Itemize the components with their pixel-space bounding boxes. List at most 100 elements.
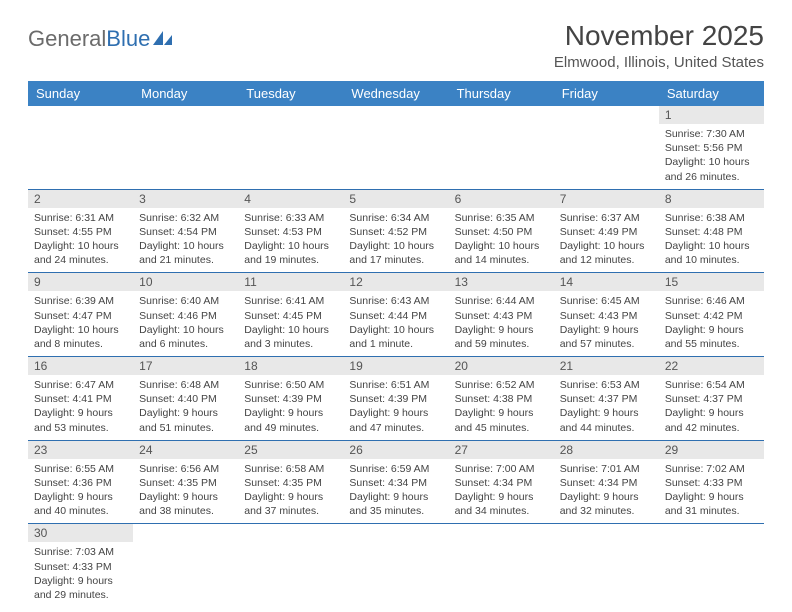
daylight-text: Daylight: 9 hours and 53 minutes. <box>34 406 127 434</box>
sunset-text: Sunset: 4:55 PM <box>34 225 127 239</box>
sunrise-text: Sunrise: 6:38 AM <box>665 211 758 225</box>
day-cell: Sunrise: 6:32 AMSunset: 4:54 PMDaylight:… <box>133 208 238 273</box>
sunset-text: Sunset: 4:50 PM <box>455 225 548 239</box>
sunrise-text: Sunrise: 6:43 AM <box>349 294 442 308</box>
day-number: 20 <box>449 357 554 375</box>
sunset-text: Sunset: 4:34 PM <box>349 476 442 490</box>
day-cell: Sunrise: 6:45 AMSunset: 4:43 PMDaylight:… <box>554 291 659 356</box>
details-row: Sunrise: 6:31 AMSunset: 4:55 PM Daylight:… <box>28 208 764 273</box>
day-number: 8 <box>659 190 764 208</box>
daylight-text: Daylight: 10 hours and 19 minutes. <box>244 239 337 267</box>
daylight-text: Daylight: 9 hours and 34 minutes. <box>455 490 548 518</box>
day-cell: Sunrise: 7:01 AMSunset: 4:34 PMDaylight:… <box>554 459 659 524</box>
sunrise-text: Sunrise: 6:54 AM <box>665 378 758 392</box>
sunrise-text: Sunrise: 6:31 AM <box>34 211 127 225</box>
day-number <box>554 524 659 528</box>
sunrise-text: Sunrise: 7:01 AM <box>560 462 653 476</box>
sunset-text: Sunset: 4:37 PM <box>560 392 653 406</box>
day-number: 14 <box>554 273 659 291</box>
day-number: 17 <box>133 357 238 375</box>
daylight-text: Daylight: 9 hours and 32 minutes. <box>560 490 653 518</box>
day-number <box>133 106 238 110</box>
sunset-text: Sunset: 4:52 PM <box>349 225 442 239</box>
day-number <box>343 524 448 528</box>
sunrise-text: Sunrise: 6:46 AM <box>665 294 758 308</box>
sunrise-text: Sunrise: 6:47 AM <box>34 378 127 392</box>
daylight-text: Daylight: 10 hours and 17 minutes. <box>349 239 442 267</box>
day-number: 9 <box>28 273 133 291</box>
day-number <box>554 106 659 110</box>
daynum-row: 9101112131415 <box>28 273 764 292</box>
day-number: 27 <box>449 441 554 459</box>
daylight-text: Daylight: 9 hours and 38 minutes. <box>139 490 232 518</box>
day-cell: Sunrise: 6:53 AMSunset: 4:37 PMDaylight:… <box>554 375 659 440</box>
sunrise-text: Sunrise: 6:40 AM <box>139 294 232 308</box>
day-number <box>449 524 554 528</box>
sunset-text: Sunset: 4:34 PM <box>560 476 653 490</box>
day-cell: Sunrise: 6:41 AMSunset: 4:45 PMDaylight:… <box>238 291 343 356</box>
daylight-text: Daylight: 9 hours and 47 minutes. <box>349 406 442 434</box>
logo-text-2: Blue <box>106 26 150 52</box>
weekday-header: Thursday <box>449 81 554 106</box>
sunrise-text: Sunrise: 6:56 AM <box>139 462 232 476</box>
weekday-header-row: SundayMondayTuesdayWednesdayThursdayFrid… <box>28 81 764 106</box>
day-number: 22 <box>659 357 764 375</box>
day-number <box>238 524 343 528</box>
sunset-text: Sunset: 4:46 PM <box>139 309 232 323</box>
details-row: Sunrise: 6:39 AMSunset: 4:47 PMDaylight:… <box>28 291 764 356</box>
day-number: 10 <box>133 273 238 291</box>
day-number: 5 <box>343 190 448 208</box>
day-number: 15 <box>659 273 764 291</box>
day-number: 18 <box>238 357 343 375</box>
day-number: 19 <box>343 357 448 375</box>
sunrise-text: Sunrise: 7:30 AM <box>665 127 758 141</box>
sunrise-text: Sunrise: 7:00 AM <box>455 462 548 476</box>
day-cell: Sunrise: 7:00 AMSunset: 4:34 PMDaylight:… <box>449 459 554 524</box>
sunset-text: Sunset: 4:45 PM <box>244 309 337 323</box>
day-number: 3 <box>133 190 238 208</box>
sunset-text: Sunset: 4:39 PM <box>244 392 337 406</box>
daylight-text: Daylight: 9 hours and 55 minutes. <box>665 323 758 351</box>
day-number: 28 <box>554 441 659 459</box>
details-row: Sunrise: 7:03 AMSunset: 4:33 PMDaylight:… <box>28 542 764 607</box>
title-block: November 2025 Elmwood, Illinois, United … <box>554 20 764 71</box>
day-number: 21 <box>554 357 659 375</box>
day-number: 25 <box>238 441 343 459</box>
day-number <box>238 106 343 110</box>
sunrise-text: Sunrise: 6:37 AM <box>560 211 653 225</box>
daynum-row: 23242526272829 <box>28 440 764 459</box>
day-number: 30 <box>28 524 133 542</box>
sunrise-text: Sunrise: 6:51 AM <box>349 378 442 392</box>
daylight-text: Daylight: 9 hours and 31 minutes. <box>665 490 758 518</box>
day-cell: Sunrise: 6:34 AMSunset: 4:52 PMDaylight:… <box>343 208 448 273</box>
sunrise-text: Sunrise: 6:59 AM <box>349 462 442 476</box>
day-number: 7 <box>554 190 659 208</box>
daylight-text: Daylight: 9 hours and 37 minutes. <box>244 490 337 518</box>
day-number: 29 <box>659 441 764 459</box>
sunset-text: Sunset: 4:33 PM <box>34 560 127 574</box>
day-cell: Sunrise: 6:48 AMSunset: 4:40 PMDaylight:… <box>133 375 238 440</box>
sunset-text: Sunset: 4:34 PM <box>455 476 548 490</box>
day-cell: Sunrise: 6:38 AMSunset: 4:48 PMDaylight:… <box>659 208 764 273</box>
sunrise-text: Sunrise: 6:44 AM <box>455 294 548 308</box>
day-cell: Sunrise: 6:51 AMSunset: 4:39 PMDaylight:… <box>343 375 448 440</box>
daylight-text: Daylight: 9 hours and 59 minutes. <box>455 323 548 351</box>
sunset-text: Sunset: 4:49 PM <box>560 225 653 239</box>
daylight-text: Daylight: 10 hours and 26 minutes. <box>665 155 758 183</box>
sunset-text: Sunset: 4:47 PM <box>34 309 127 323</box>
day-number: 2 <box>28 190 133 208</box>
day-number <box>343 106 448 110</box>
daylight-text: Daylight: 9 hours and 40 minutes. <box>34 490 127 518</box>
sunrise-text: Sunrise: 6:41 AM <box>244 294 337 308</box>
header: GeneralBlue November 2025 Elmwood, Illin… <box>28 20 764 71</box>
day-cell: Sunrise: 6:39 AMSunset: 4:47 PMDaylight:… <box>28 291 133 356</box>
day-number: 23 <box>28 441 133 459</box>
day-cell: Sunrise: 6:46 AMSunset: 4:42 PMDaylight:… <box>659 291 764 356</box>
day-cell: Sunrise: 6:47 AMSunset: 4:41 PMDaylight:… <box>28 375 133 440</box>
day-cell: Sunrise: 7:02 AMSunset: 4:33 PMDaylight:… <box>659 459 764 524</box>
day-cell: Sunrise: 6:35 AMSunset: 4:50 PMDaylight:… <box>449 208 554 273</box>
sunrise-text: Sunrise: 6:33 AM <box>244 211 337 225</box>
daynum-row: 16171819202122 <box>28 357 764 376</box>
day-number: 12 <box>343 273 448 291</box>
location: Elmwood, Illinois, United States <box>554 54 764 71</box>
